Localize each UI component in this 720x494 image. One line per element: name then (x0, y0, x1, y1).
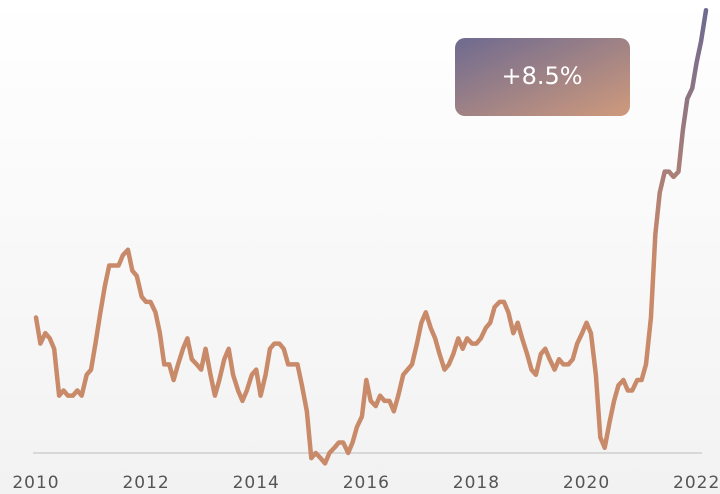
x-tick-label: 2016 (343, 473, 390, 493)
x-tick-label: 2012 (122, 473, 169, 493)
x-tick-label: 2020 (563, 473, 610, 493)
x-tick-label: 2018 (453, 473, 500, 493)
x-tick-label: 2022 (673, 473, 720, 493)
annotation-box (455, 38, 630, 116)
line (33, 7, 709, 466)
x-tick-label: 2014 (233, 473, 280, 493)
x-tick-label: 2010 (12, 473, 59, 493)
annotation: +8.5% (501, 62, 582, 90)
